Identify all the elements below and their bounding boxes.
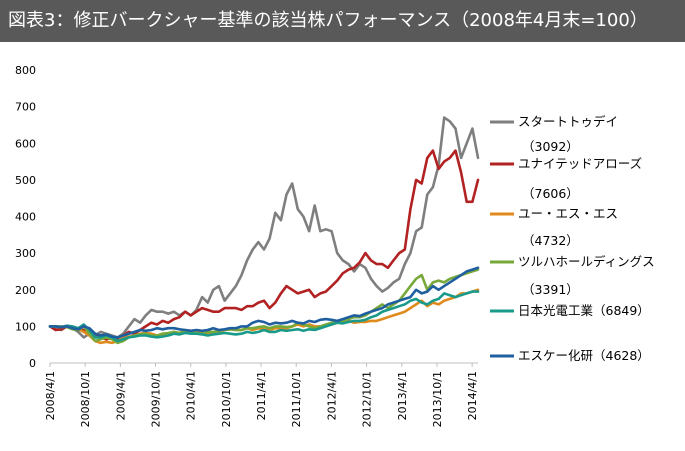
series-line-3 — [48, 268, 480, 345]
legend-code-3: （3391） — [522, 282, 579, 297]
series-line-4 — [48, 290, 480, 343]
legend-code-1: （7606） — [522, 186, 579, 201]
y-tick-label: 700 — [15, 101, 36, 114]
x-tick-label: 2008/4/1 — [44, 371, 57, 420]
y-tick-label: 100 — [15, 320, 36, 333]
chart: 0 100 200 300 400 500 600 700 800 2008/4/1 2008/10… — [15, 64, 655, 427]
x-tick-label: 2013/4/1 — [396, 371, 409, 420]
x-tick-label: 2009/10/1 — [150, 371, 163, 427]
y-tick-label: 600 — [15, 137, 36, 150]
legend-code-2: （4732） — [522, 233, 579, 248]
legend-label-3: ツルハホールディングス — [518, 254, 655, 269]
x-tick-label: 2008/10/1 — [79, 371, 92, 427]
legend-label-2: ユー・エス・エス — [518, 206, 618, 221]
y-tick-label: 300 — [15, 247, 36, 260]
x-tick-label: 2014/4/1 — [466, 371, 479, 420]
legend-code-0: （3092） — [522, 139, 579, 154]
y-tick-label: 0 — [29, 357, 36, 370]
x-tick-label: 2010/4/1 — [185, 371, 198, 420]
y-tick-label: 800 — [15, 64, 36, 77]
y-tick-label: 500 — [15, 174, 36, 187]
legend-label-4: 日本光電工業（6849） — [518, 303, 650, 318]
axes: 0 100 200 300 400 500 600 700 800 2008/4/1 2008/10… — [15, 64, 479, 427]
chart-title: 図表3：修正バークシャー基準の該当株パフォーマンス（2008年4月末=100） — [0, 0, 685, 42]
x-tick-label: 2011/4/1 — [255, 371, 268, 420]
series-layer — [48, 116, 480, 345]
legend-label-1: ユナイテッドアローズ — [518, 156, 642, 171]
y-tick-label: 400 — [15, 211, 36, 224]
series-line-5 — [48, 266, 480, 339]
legend-label-0: スタートトゥデイ — [518, 114, 618, 129]
x-tick-label: 2011/10/1 — [290, 371, 303, 427]
x-tick-label: 2013/10/1 — [431, 371, 444, 427]
legend-label-5: エスケー化研（4628） — [518, 348, 650, 363]
y-tick-label: 200 — [15, 284, 36, 297]
x-tick-label: 2012/4/1 — [325, 371, 338, 420]
x-tick-label: 2012/10/1 — [361, 371, 374, 427]
x-tick-label: 2009/4/1 — [114, 371, 127, 420]
legend: スタートトゥデイ （3092） ユナイテッドアローズ （7606） ユー・エス・エス （4… — [490, 114, 655, 363]
x-tick-label: 2010/10/1 — [220, 371, 233, 427]
